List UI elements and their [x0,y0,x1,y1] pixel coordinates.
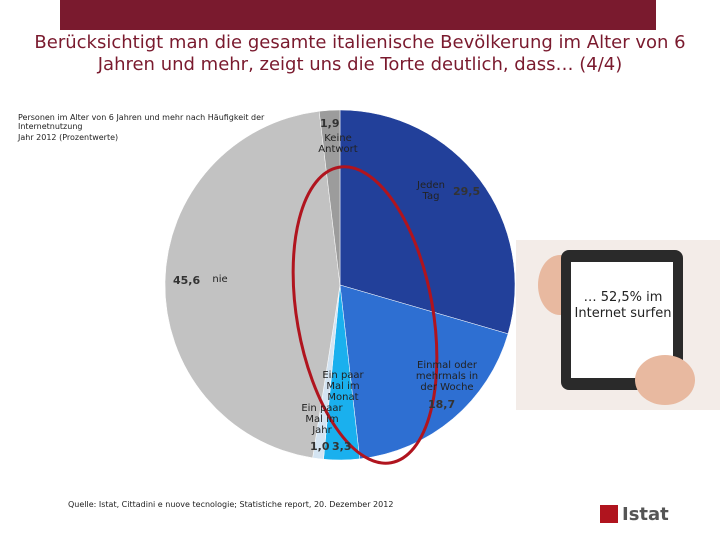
annotation: … 52,5% im Internet surfen [574,290,672,321]
pie-slice [318,109,341,286]
category-label: Ein paar Mal im Jahr [301,403,343,436]
value-label: 18,7 [428,398,456,411]
subtitle: Jahr 2012 (Prozentwerte) [18,133,119,142]
value-label: 3,3 [332,440,352,453]
header-bar [60,0,656,30]
source: Quelle: Istat, Cittadini e nuove tecnolo… [68,500,394,509]
value-label: 45,6 [173,274,201,287]
pie-slice [339,109,516,335]
category-label: Jeden Tag [417,180,445,202]
category-label: Ein paar Mal im Monat [322,370,364,403]
tablet [516,240,720,410]
logo-icon [600,505,618,523]
category-label: Keine Antwort [318,133,358,155]
title: Berücksichtigt man die gesamte italienis… [34,32,686,75]
subtitle: Personen im Alter von 6 Jahren und mehr … [18,113,265,131]
value-label: 29,5 [453,185,481,198]
value-label: 1,9 [320,117,340,130]
pie-slice [339,284,509,460]
category-label: nie [212,274,228,285]
category-label: Einmal oder mehrmals in der Woche [415,360,479,393]
highlight-ellipse [291,165,439,465]
pie-slice [164,110,341,459]
value-label: 1,0 [310,440,330,453]
logo: Istat [622,504,669,525]
